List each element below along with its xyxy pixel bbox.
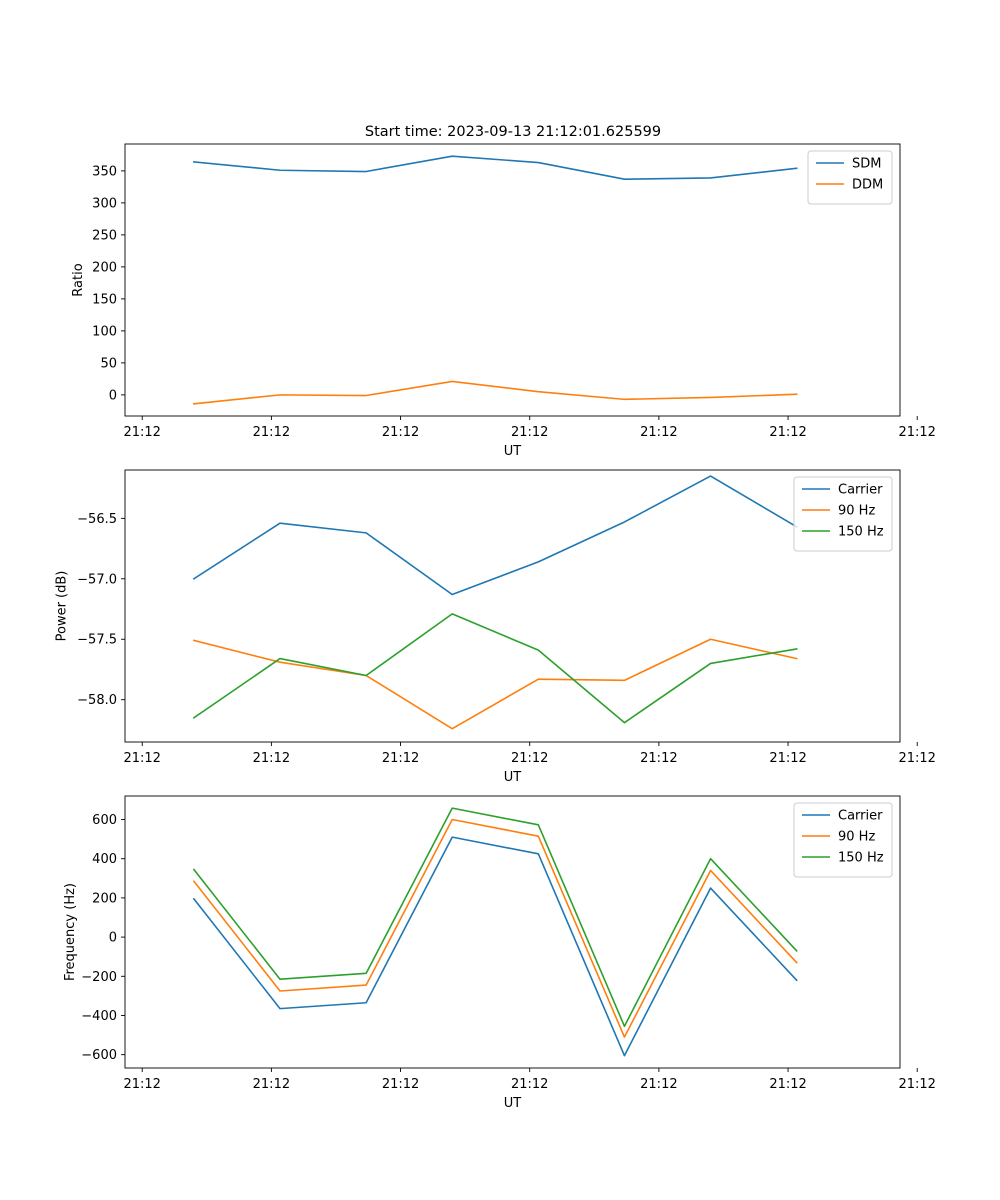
series-line-carrier xyxy=(192,475,798,596)
y-tick-label: 0 xyxy=(109,388,117,403)
x-tick-label: 21:12 xyxy=(123,751,160,766)
x-tick-label: 21:12 xyxy=(123,425,160,440)
series-line-90-hz xyxy=(192,818,798,1038)
x-tick-label: 21:12 xyxy=(382,425,419,440)
panel-frequency: 21:12 21:12 21:12 21:12 21:12 21:12 21:12 UT −60… xyxy=(63,795,936,1111)
series-line-150-hz xyxy=(192,807,798,1028)
x-tick-label: 21:12 xyxy=(898,1077,935,1092)
x-tick-label: 21:12 xyxy=(898,751,935,766)
y-tick-label: 400 xyxy=(92,852,117,867)
series-line-carrier xyxy=(192,836,798,1057)
legend-label-ddm: DDM xyxy=(852,178,883,193)
legend-label-90-hz: 90 Hz xyxy=(838,830,875,845)
x-tick-label: 21:12 xyxy=(898,425,935,440)
x-axis: 21:12 21:12 21:12 21:12 21:12 21:12 21:12 UT xyxy=(123,742,936,785)
x-tick-label: 21:12 xyxy=(769,425,806,440)
legend-box xyxy=(793,802,893,878)
y-tick-label: 300 xyxy=(92,196,117,211)
y-tick-label: −400 xyxy=(81,1009,117,1024)
axes-frame xyxy=(124,143,901,417)
series-line-150-hz xyxy=(192,613,798,724)
legend-box xyxy=(793,476,893,552)
series-line-90-hz xyxy=(192,638,798,730)
y-axis-label: Power (dB) xyxy=(55,571,70,642)
y-tick-label: 100 xyxy=(92,324,117,339)
y-axis-label: Ratio xyxy=(71,263,86,296)
series-lines xyxy=(193,155,798,405)
legend-label-90-hz: 90 Hz xyxy=(838,504,875,519)
x-tick-label: 21:12 xyxy=(253,1077,290,1092)
panel-power: 21:12 21:12 21:12 21:12 21:12 21:12 21:12 UT −58… xyxy=(55,469,936,785)
y-tick-label: −56.5 xyxy=(77,512,117,527)
axes-frame xyxy=(124,469,901,743)
x-tick-label: 21:12 xyxy=(769,1077,806,1092)
legend: Carrier 90 Hz 150 Hz xyxy=(793,802,893,878)
legend: Carrier 90 Hz 150 Hz xyxy=(793,476,893,552)
y-tick-label: 200 xyxy=(92,260,117,275)
y-tick-label: −600 xyxy=(81,1048,117,1063)
y-tick-label: 150 xyxy=(92,292,117,307)
x-tick-label: 21:12 xyxy=(511,425,548,440)
legend-label-150-hz: 150 Hz xyxy=(838,851,884,866)
y-axis: −58.0 −57.5 −57.0 −56.5 Power (dB) xyxy=(55,512,125,708)
y-tick-label: 0 xyxy=(109,931,117,946)
x-axis-label: UT xyxy=(504,1096,522,1111)
x-tick-label: 21:12 xyxy=(769,751,806,766)
series-lines xyxy=(192,475,798,730)
y-tick-label: 50 xyxy=(100,356,117,371)
y-axis-label: Frequency (Hz) xyxy=(63,883,78,981)
x-tick-label: 21:12 xyxy=(511,751,548,766)
y-tick-label: 600 xyxy=(92,813,117,828)
y-tick-label: −58.0 xyxy=(77,693,117,708)
x-tick-label: 21:12 xyxy=(640,425,677,440)
x-tick-label: 21:12 xyxy=(253,425,290,440)
y-tick-label: 350 xyxy=(92,164,117,179)
x-axis-label: UT xyxy=(504,444,522,459)
axes-frame xyxy=(124,795,901,1069)
y-tick-label: −57.5 xyxy=(77,633,117,648)
legend-label-carrier: Carrier xyxy=(838,809,883,824)
legend-label-150-hz: 150 Hz xyxy=(838,525,884,540)
series-lines xyxy=(192,807,798,1057)
series-line-sdm xyxy=(193,155,798,180)
y-tick-label: 200 xyxy=(92,891,117,906)
x-axis: 21:12 21:12 21:12 21:12 21:12 21:12 21:12 UT xyxy=(123,1068,936,1111)
x-tick-label: 21:12 xyxy=(123,1077,160,1092)
x-tick-label: 21:12 xyxy=(382,1077,419,1092)
legend: SDM DDM xyxy=(807,150,893,205)
y-tick-label: 250 xyxy=(92,228,117,243)
x-axis-label: UT xyxy=(504,770,522,785)
y-axis: 0 50 100 150 200 250 300 350 Ratio xyxy=(71,164,125,403)
legend-label-carrier: Carrier xyxy=(838,483,883,498)
x-tick-label: 21:12 xyxy=(511,1077,548,1092)
x-tick-label: 21:12 xyxy=(640,1077,677,1092)
legend-box xyxy=(807,150,893,205)
y-tick-label: −200 xyxy=(81,970,117,985)
y-tick-label: −57.0 xyxy=(77,572,117,587)
series-line-ddm xyxy=(193,380,798,405)
x-tick-label: 21:12 xyxy=(253,751,290,766)
x-tick-label: 21:12 xyxy=(640,751,677,766)
panel-ratio: 21:12 21:12 21:12 21:12 21:12 21:12 21:12 UT 0 50… xyxy=(71,143,936,459)
x-tick-label: 21:12 xyxy=(382,751,419,766)
legend-label-sdm: SDM xyxy=(852,157,881,172)
x-axis: 21:12 21:12 21:12 21:12 21:12 21:12 21:12 UT xyxy=(123,416,936,459)
y-axis: −600 −400 −200 0 200 400 600 Frequency (Hz) xyxy=(63,813,125,1063)
figure-title: Start time: 2023-09-13 21:12:01.625599 xyxy=(365,124,661,140)
